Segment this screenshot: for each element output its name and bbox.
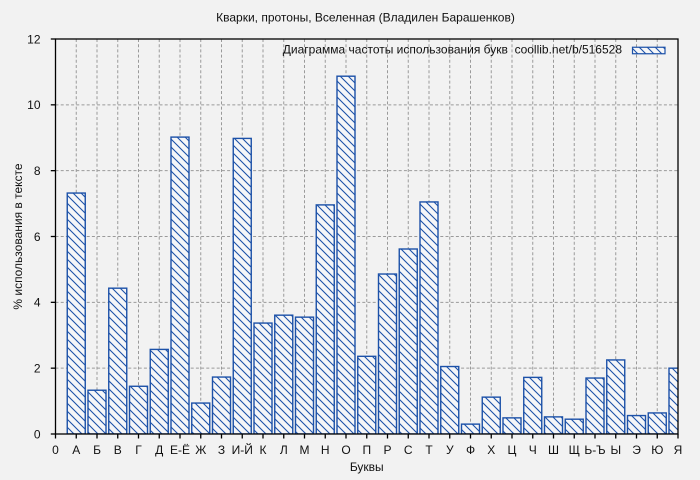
bar-Щ: [564, 418, 584, 434]
x-axis-label: Буквы: [350, 460, 384, 474]
bar-Т: [419, 201, 439, 434]
bar-Я: [668, 367, 678, 434]
x-tick-label-А: А: [72, 443, 80, 457]
legend-label: Диаграмма частоты использования букв coo…: [283, 43, 623, 57]
x-tick-label-Б: Б: [93, 443, 101, 457]
axis-ticks: [50, 38, 679, 439]
x-tick-label-О: О: [341, 443, 350, 457]
x-tick-label-Ж: Ж: [195, 443, 206, 457]
y-tick-label-10: 10: [27, 98, 41, 112]
bar-Ц: [502, 417, 522, 434]
bar-Ч: [523, 376, 543, 434]
x-tick-label-Р: Р: [383, 443, 391, 457]
x-tick-label-Т: Т: [425, 443, 433, 457]
x-tick-label-Ч: Ч: [529, 443, 537, 457]
bar-П: [357, 355, 377, 434]
x-tick-label-Щ: Щ: [569, 443, 580, 457]
x-tick-label-Е-Ё: Е-Ё: [170, 443, 190, 457]
bar-Г: [128, 385, 149, 434]
x-tick-label-Х: Х: [487, 443, 495, 457]
bar-Ь-Ъ: [585, 377, 605, 434]
y-tick-label-2: 2: [34, 361, 41, 375]
y-tick-label-0: 0: [34, 427, 41, 441]
x-tick-label-З: З: [218, 443, 225, 457]
bar-Ю: [647, 412, 667, 434]
x-tick-label-Я: Я: [674, 443, 683, 457]
bar-К: [253, 322, 273, 434]
bar-series: [66, 75, 678, 434]
bar-У: [440, 365, 460, 434]
y-tick-label-6: 6: [34, 230, 41, 244]
chart-title: Кварки, протоны, Вселенная (Владилен Бар…: [216, 11, 515, 25]
bar-Э: [626, 414, 647, 434]
bar-Ж: [191, 402, 211, 434]
x-tick-label-Ы: Ы: [610, 443, 621, 457]
bar-И-Й: [232, 137, 252, 434]
bar-В: [108, 287, 128, 434]
bar-Е-Ё: [170, 136, 190, 434]
bar-Д: [149, 348, 169, 434]
bar-Ш: [543, 416, 564, 434]
bar-Н: [315, 204, 335, 434]
x-tick-label-П: П: [362, 443, 371, 457]
x-tick-label-С: С: [404, 443, 413, 457]
x-tick-label-Ь-Ъ: Ь-Ъ: [584, 443, 605, 457]
legend: Диаграмма частоты использования букв coo…: [283, 43, 666, 57]
x-tick-label-И-Й: И-Й: [232, 442, 253, 457]
bar-З: [211, 376, 232, 434]
y-tick-label-8: 8: [34, 164, 41, 178]
y-tick-label-12: 12: [27, 32, 41, 46]
x-tick-label-Ю: Ю: [651, 443, 663, 457]
bar-Х: [481, 396, 501, 434]
bar-А: [66, 192, 86, 434]
bar-Б: [87, 389, 107, 434]
x-tick-label-Ц: Ц: [508, 443, 517, 457]
bar-Ф: [460, 423, 481, 434]
bar-Ы: [606, 359, 626, 434]
x-tick-label-К: К: [260, 443, 267, 457]
x-tick-label-Д: Д: [155, 443, 163, 457]
bar-Л: [274, 314, 294, 434]
bar-С: [398, 248, 418, 434]
x-tick-labels: 0 А Б В Г Д Е-Ё Ж З И-Й К Л М Н О П Р С Т У Ф Х Ц Ч Ш Щ Ь-Ъ Ы Э Ю Я: [52, 442, 682, 457]
x-tick-label-Н: Н: [321, 443, 330, 457]
y-axis-label: % использования в тексте: [11, 163, 25, 309]
x-tick-label-0: 0: [52, 443, 59, 457]
y-tick-labels: 0 2 4 6 8 10 12: [27, 32, 41, 441]
bar-М: [294, 316, 315, 434]
legend-swatch: [631, 46, 666, 55]
x-tick-label-Л: Л: [280, 443, 288, 457]
x-tick-label-Г: Г: [135, 443, 142, 457]
x-tick-label-Э: Э: [632, 443, 641, 457]
x-tick-label-В: В: [114, 443, 122, 457]
bar-О: [336, 75, 356, 434]
bar-Р: [377, 273, 398, 434]
x-tick-label-М: М: [300, 443, 310, 457]
y-tick-label-4: 4: [34, 296, 41, 310]
x-tick-label-Ф: Ф: [466, 443, 475, 457]
x-tick-label-Ш: Ш: [548, 443, 559, 457]
x-tick-label-У: У: [446, 443, 454, 457]
